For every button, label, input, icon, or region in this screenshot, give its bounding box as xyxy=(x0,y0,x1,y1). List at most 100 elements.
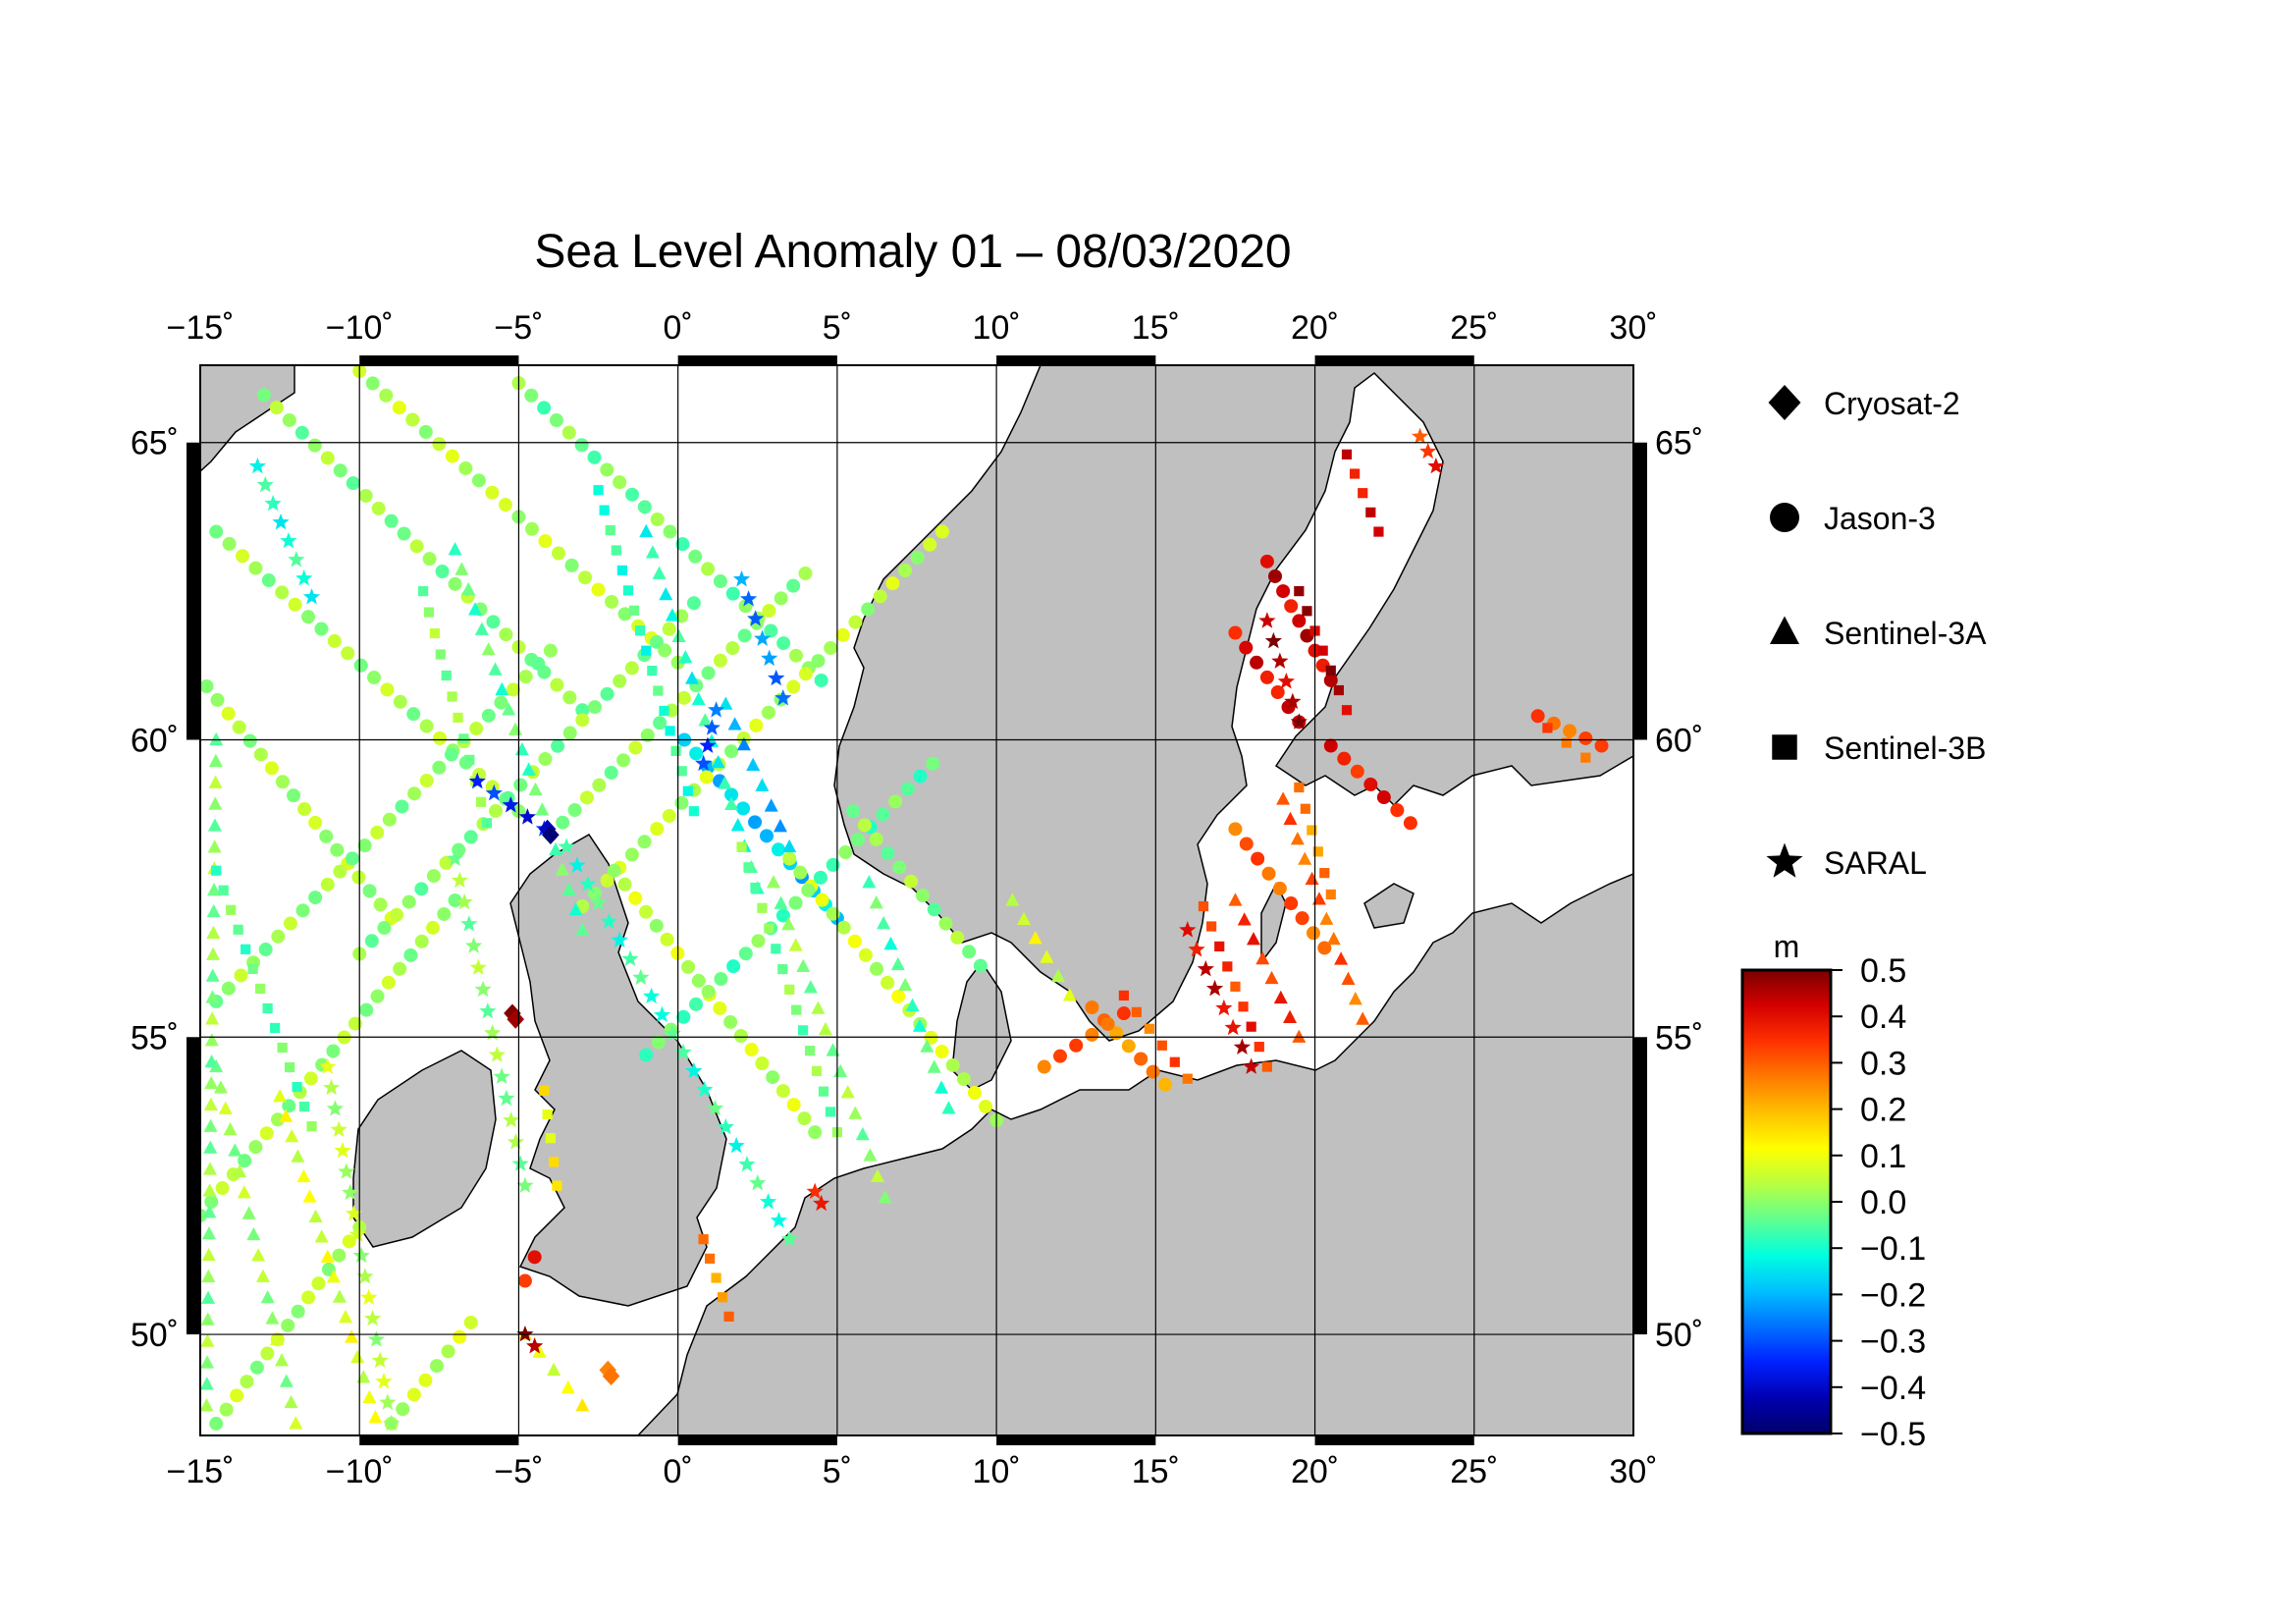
sla-triangle-marker xyxy=(233,1163,247,1178)
sla-triangle-marker xyxy=(1005,893,1020,906)
sla-triangle-marker xyxy=(521,762,536,776)
sla-triangle-marker xyxy=(200,1355,215,1369)
sla-circle-marker xyxy=(1403,816,1417,831)
sla-circle-marker xyxy=(628,891,643,905)
sla-circle-marker xyxy=(751,934,766,948)
sla-circle-marker xyxy=(561,425,576,440)
sla-square-marker xyxy=(777,963,788,975)
legend-label: Sentinel-3B xyxy=(1824,730,1986,766)
sla-circle-marker xyxy=(786,1098,801,1112)
sla-circle-marker xyxy=(498,498,512,513)
sla-square-marker xyxy=(1261,1061,1272,1072)
sla-triangle-marker xyxy=(201,1269,216,1283)
sla-triangle-marker xyxy=(201,1290,216,1304)
lon-tick-label: 10˚ xyxy=(973,309,1021,347)
sla-circle-marker xyxy=(486,615,501,629)
sla-circle-marker xyxy=(396,1402,410,1417)
sla-star-marker xyxy=(813,1194,830,1212)
sla-circle-marker xyxy=(797,1111,812,1126)
sla-star-marker xyxy=(379,1393,397,1410)
sla-star-marker xyxy=(483,1024,502,1041)
sla-square-marker xyxy=(1198,900,1209,912)
sla-square-marker xyxy=(611,545,621,556)
sla-circle-marker xyxy=(513,778,528,792)
sla-triangle-marker xyxy=(870,1168,884,1182)
sla-circle-marker xyxy=(448,893,462,907)
land-iceland xyxy=(200,365,295,473)
sla-square-marker xyxy=(1302,606,1312,617)
sla-circle-marker xyxy=(282,1099,296,1113)
sla-circle-marker xyxy=(826,857,840,872)
sla-triangle-marker xyxy=(495,681,509,696)
sla-triangle-marker xyxy=(639,523,654,538)
sla-circle-marker xyxy=(724,744,739,759)
sla-circle-marker xyxy=(815,893,829,907)
sla-square-marker xyxy=(616,565,627,576)
sla-square-marker xyxy=(270,1022,281,1034)
sla-circle-marker xyxy=(873,589,887,604)
sla-circle-marker xyxy=(351,870,366,885)
sla-square-marker xyxy=(723,1311,734,1322)
sla-square-marker xyxy=(1294,782,1305,793)
sla-star-marker xyxy=(706,1099,724,1116)
sla-triangle-marker xyxy=(454,562,469,575)
sla-triangle-marker xyxy=(869,895,883,909)
sla-circle-marker xyxy=(517,1273,532,1288)
sla-triangle-marker xyxy=(205,990,220,1003)
sla-star-marker xyxy=(371,1351,389,1369)
sla-star-marker xyxy=(1205,979,1224,997)
frame-bar-bottom xyxy=(1314,1435,1474,1445)
sla-triangle-marker xyxy=(223,1121,238,1136)
sla-circle-marker xyxy=(725,586,740,601)
sla-triangle-marker xyxy=(350,1349,365,1364)
sla-circle-marker xyxy=(200,679,214,693)
sla-circle-marker xyxy=(524,521,539,536)
sla-triangle-marker xyxy=(270,1331,285,1345)
sla-circle-marker xyxy=(347,1016,362,1031)
sla-circle-marker xyxy=(617,877,632,892)
sla-circle-marker xyxy=(782,851,797,866)
sla-circle-marker xyxy=(600,462,614,477)
sla-star-marker xyxy=(568,856,586,873)
sla-circle-marker xyxy=(230,1388,244,1403)
sla-circle-marker xyxy=(1350,764,1364,779)
sla-triangle-marker xyxy=(200,1312,215,1325)
sla-square-marker xyxy=(599,505,610,515)
sla-star-marker xyxy=(749,1173,767,1191)
sla-circle-marker xyxy=(836,920,851,935)
sla-square-marker xyxy=(1365,507,1376,517)
sla-circle-marker xyxy=(219,1402,234,1417)
sla-circle-marker xyxy=(270,1112,285,1127)
sla-circle-marker xyxy=(301,610,316,624)
sla-circle-marker xyxy=(550,677,564,692)
sla-triangle-marker xyxy=(204,1054,219,1068)
sla-square-marker xyxy=(277,1042,288,1054)
sla-star-marker xyxy=(746,610,765,626)
sla-star-marker xyxy=(611,931,628,948)
sla-circle-marker xyxy=(425,920,440,935)
sla-square-marker xyxy=(476,796,487,807)
sla-circle-marker xyxy=(395,799,409,814)
sla-circle-marker xyxy=(414,934,429,948)
map-title: Sea Level Anomaly 01 – 08/03/2020 xyxy=(534,226,1291,278)
sla-triangle-marker xyxy=(279,1109,294,1122)
sla-triangle-marker xyxy=(711,754,725,769)
sla-triangle-marker xyxy=(362,1389,377,1403)
sla-circle-marker xyxy=(881,846,895,861)
sla-star-marker xyxy=(600,912,618,929)
sla-star-marker xyxy=(322,1078,341,1096)
colorbar-ramp xyxy=(1740,968,1833,1435)
sla-square-marker xyxy=(552,1180,562,1191)
sla-circle-marker xyxy=(713,1001,727,1015)
sla-triangle-marker xyxy=(561,882,576,896)
sla-circle-marker xyxy=(701,984,716,999)
lon-tick-label: 20˚ xyxy=(1291,1453,1339,1490)
sla-star-marker xyxy=(526,1337,544,1354)
legend-label: SARAL xyxy=(1824,845,1927,881)
sla-circle-marker xyxy=(1323,673,1338,687)
sla-star-marker xyxy=(759,1193,777,1210)
sla-circle-marker xyxy=(793,865,808,880)
sla-circle-marker xyxy=(1563,724,1577,738)
sla-circle-marker xyxy=(330,842,345,857)
sla-circle-marker xyxy=(733,1029,748,1044)
